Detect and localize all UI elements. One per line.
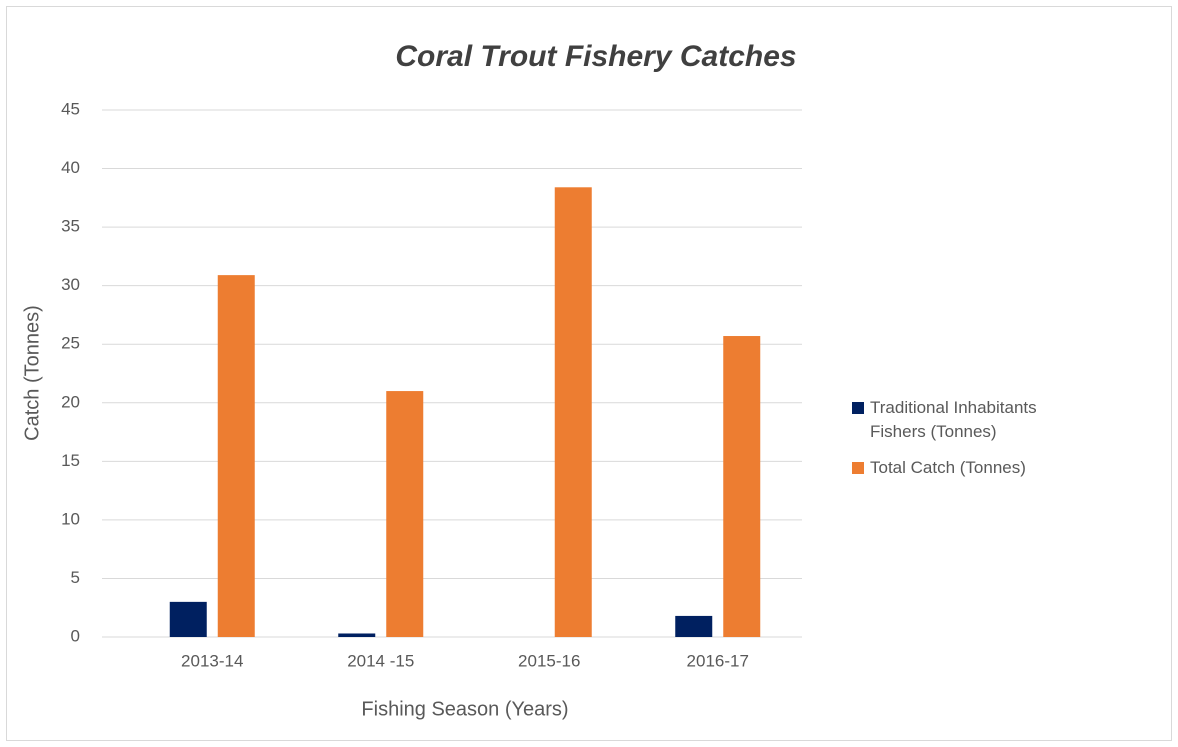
y-tick-label: 5 [71,568,80,587]
bar [386,391,424,637]
legend-label: Total Catch (Tonnes) [870,458,1026,477]
legend-swatch [852,462,864,474]
legend-swatch [852,402,864,414]
bar [217,275,255,637]
y-tick-label: 40 [61,158,80,177]
y-tick-label: 35 [61,217,80,236]
x-tick-label: 2015-16 [518,651,580,670]
y-tick-label: 45 [61,99,80,118]
y-tick-label: 0 [71,626,80,645]
y-tick-label: 20 [61,392,80,411]
legend-item: Traditional Inhabitants Fishers (Tonnes) [852,396,1082,444]
y-axis-label: Catch (Tonnes) [21,305,43,441]
y-tick-label: 25 [61,334,80,353]
bar [338,633,376,637]
legend-label: Traditional Inhabitants Fishers (Tonnes) [870,398,1037,441]
y-tick-label: 10 [61,509,80,528]
x-tick-label: 2016-17 [687,651,749,670]
chart-title: Coral Trout Fishery Catches [395,40,796,73]
y-tick-label: 30 [61,275,80,294]
legend-item: Total Catch (Tonnes) [852,456,1082,480]
bar [554,187,592,637]
legend: Traditional Inhabitants Fishers (Tonnes)… [852,396,1082,492]
y-tick-label: 15 [61,451,80,470]
x-axis-label: Fishing Season (Years) [361,698,568,720]
bar [169,601,207,637]
x-tick-label: 2014 -15 [347,651,414,670]
bar [723,336,761,637]
x-tick-label: 2013-14 [181,651,243,670]
bar [675,615,713,637]
